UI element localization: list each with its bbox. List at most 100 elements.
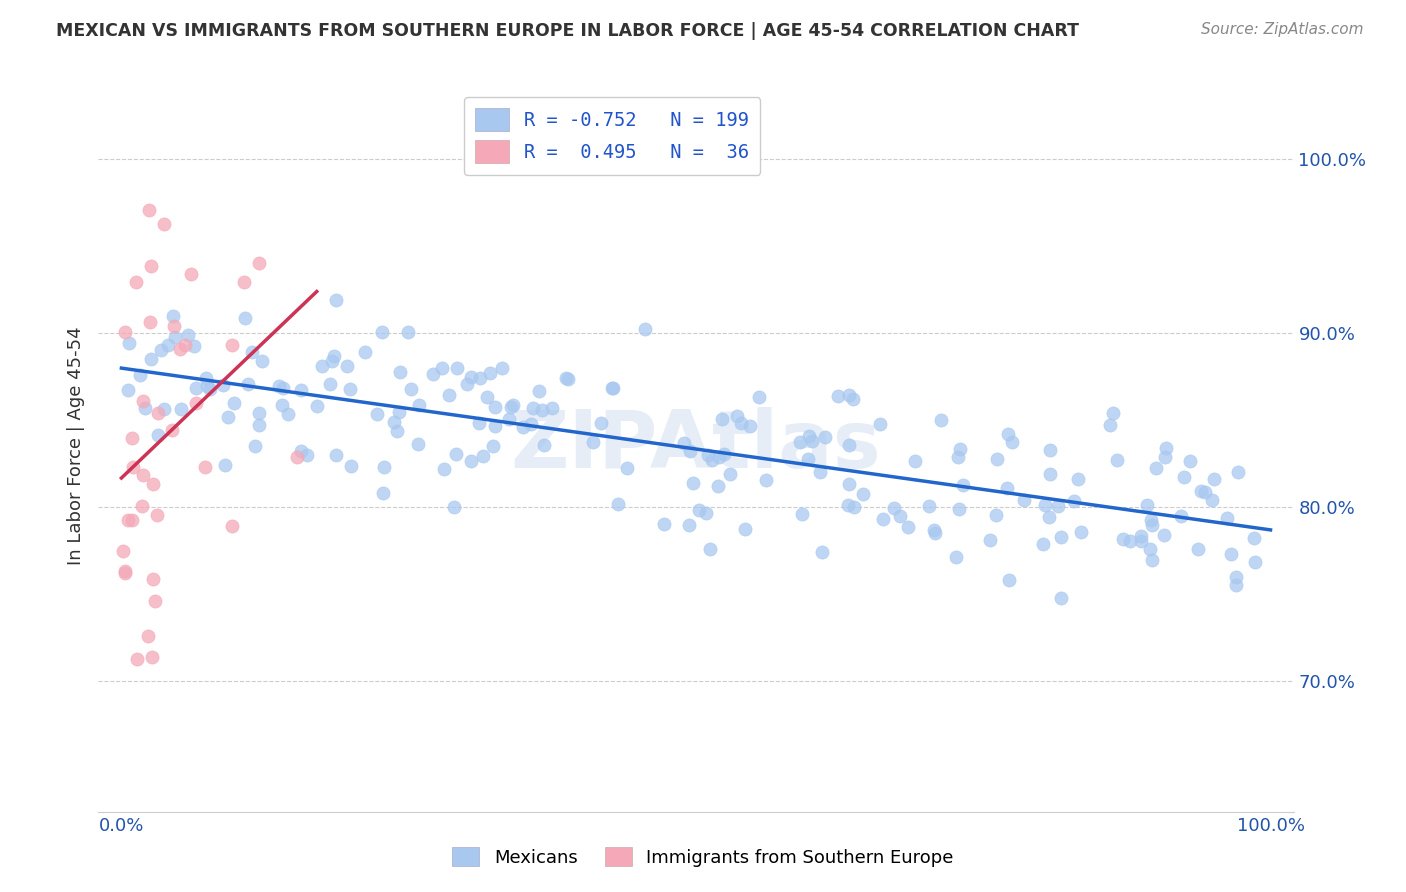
Point — [602, 381, 624, 395]
Point — [801, 434, 824, 448]
Point — [1038, 509, 1060, 524]
Point — [460, 370, 482, 384]
Point — [484, 400, 506, 414]
Point — [422, 367, 444, 381]
Point — [221, 337, 243, 351]
Point — [460, 453, 482, 467]
Point — [307, 399, 329, 413]
Point — [533, 438, 555, 452]
Point — [236, 377, 259, 392]
Point — [1067, 472, 1090, 486]
Point — [131, 500, 153, 514]
Point — [180, 268, 202, 282]
Point — [321, 354, 343, 368]
Point — [813, 429, 835, 443]
Point — [142, 572, 165, 586]
Point — [277, 407, 299, 421]
Point — [984, 508, 1007, 522]
Point — [388, 365, 411, 379]
Point — [399, 382, 422, 396]
Point — [388, 405, 411, 419]
Point — [904, 454, 927, 468]
Point — [132, 393, 155, 408]
Point — [1227, 466, 1250, 480]
Point — [163, 329, 186, 343]
Point — [221, 519, 243, 533]
Point — [1118, 533, 1140, 548]
Point — [114, 325, 136, 339]
Point — [385, 424, 408, 438]
Point — [799, 428, 821, 442]
Point — [142, 477, 165, 491]
Point — [468, 417, 491, 431]
Point — [600, 381, 623, 395]
Point — [162, 310, 184, 324]
Point — [471, 450, 494, 464]
Point — [1220, 548, 1243, 562]
Point — [1142, 518, 1164, 533]
Point — [634, 322, 657, 336]
Point — [512, 419, 534, 434]
Point — [557, 372, 579, 386]
Point — [1102, 406, 1125, 420]
Point — [811, 545, 834, 559]
Point — [157, 337, 180, 351]
Point — [695, 506, 717, 520]
Point — [883, 500, 905, 515]
Point — [1225, 578, 1247, 592]
Point — [1244, 555, 1267, 569]
Point — [1144, 461, 1167, 475]
Point — [1243, 531, 1265, 545]
Point — [918, 499, 941, 513]
Point — [713, 447, 735, 461]
Point — [616, 461, 638, 475]
Point — [682, 475, 704, 490]
Point — [1170, 509, 1192, 524]
Point — [678, 518, 700, 533]
Point — [322, 349, 344, 363]
Point — [340, 459, 363, 474]
Point — [482, 439, 505, 453]
Point — [652, 516, 675, 531]
Point — [186, 396, 208, 410]
Point — [114, 565, 136, 579]
Point — [433, 462, 456, 476]
Point — [522, 401, 544, 415]
Point — [195, 378, 218, 392]
Point — [540, 401, 562, 415]
Point — [679, 444, 702, 458]
Point — [1112, 532, 1135, 546]
Point — [149, 343, 172, 357]
Point — [841, 392, 863, 406]
Point — [146, 508, 169, 522]
Point — [838, 438, 860, 452]
Point — [319, 376, 342, 391]
Point — [520, 417, 543, 431]
Point — [117, 384, 139, 398]
Point — [444, 447, 467, 461]
Point — [408, 398, 430, 412]
Point — [138, 202, 160, 217]
Point — [366, 407, 388, 421]
Point — [1173, 470, 1195, 484]
Point — [1050, 530, 1073, 544]
Point — [711, 411, 734, 425]
Point — [235, 310, 257, 325]
Point — [706, 479, 728, 493]
Point — [152, 401, 174, 416]
Point — [139, 352, 162, 367]
Point — [922, 523, 945, 537]
Legend: R = -0.752   N = 199, R =  0.495   N =  36: R = -0.752 N = 199, R = 0.495 N = 36 — [464, 97, 761, 175]
Point — [139, 315, 162, 329]
Point — [531, 402, 554, 417]
Point — [1201, 492, 1223, 507]
Point — [948, 502, 970, 516]
Point — [995, 481, 1018, 495]
Text: MEXICAN VS IMMIGRANTS FROM SOUTHERN EUROPE IN LABOR FORCE | AGE 45-54 CORRELATIO: MEXICAN VS IMMIGRANTS FROM SOUTHERN EURO… — [56, 22, 1080, 40]
Point — [247, 256, 270, 270]
Point — [1105, 453, 1128, 467]
Point — [1129, 533, 1152, 548]
Point — [948, 450, 970, 465]
Point — [738, 418, 761, 433]
Point — [499, 400, 522, 414]
